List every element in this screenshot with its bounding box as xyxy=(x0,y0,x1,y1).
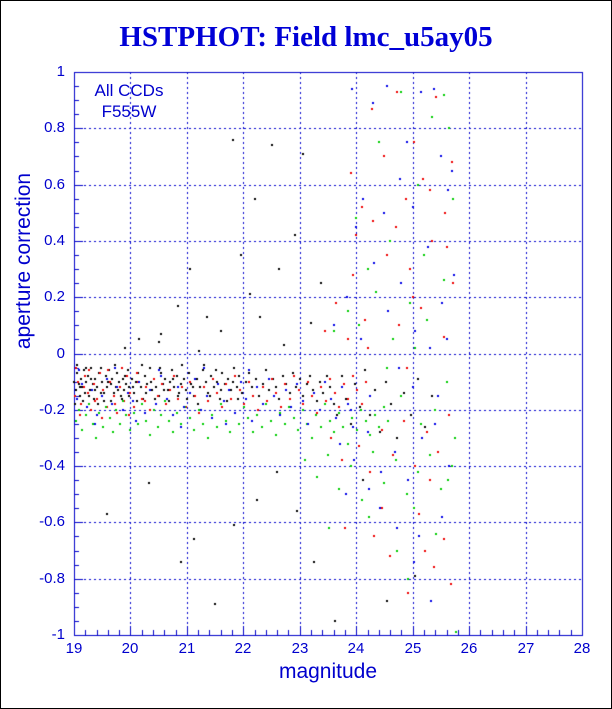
y-tick-label: -0.4 xyxy=(39,457,65,474)
x-tick-label: 25 xyxy=(404,640,422,657)
x-tick-label: 22 xyxy=(234,640,252,657)
y-tick-label: 0.4 xyxy=(44,232,65,249)
y-tick-label: -0.6 xyxy=(39,513,65,530)
annotation-filter-f555w: F555W xyxy=(101,102,157,121)
y-tick-label: 0 xyxy=(56,345,65,362)
y-tick-label: -0.8 xyxy=(39,570,65,587)
x-tick-label: 19 xyxy=(65,640,83,657)
y-tick-label: -1 xyxy=(51,626,65,643)
x-axis-title: magnitude xyxy=(278,660,378,683)
x-tick-label: 20 xyxy=(121,640,139,657)
x-tick-label: 27 xyxy=(517,640,535,657)
y-tick-label: -0.2 xyxy=(39,401,65,418)
x-tick-label: 28 xyxy=(573,640,591,657)
plot-annotation: All CCDs F555W xyxy=(83,80,175,122)
x-tick-label: 21 xyxy=(178,640,196,657)
y-tick-label: 0.8 xyxy=(44,119,65,136)
y-tick-label: 0.2 xyxy=(44,288,65,305)
y-tick-label: 0.6 xyxy=(44,176,65,193)
x-tick-label: 24 xyxy=(347,640,365,657)
x-tick-label: 26 xyxy=(460,640,478,657)
x-tick-label: 23 xyxy=(291,640,309,657)
y-tick-label: 1 xyxy=(56,63,65,80)
annotation-all-ccds: All CCDs xyxy=(94,81,164,100)
